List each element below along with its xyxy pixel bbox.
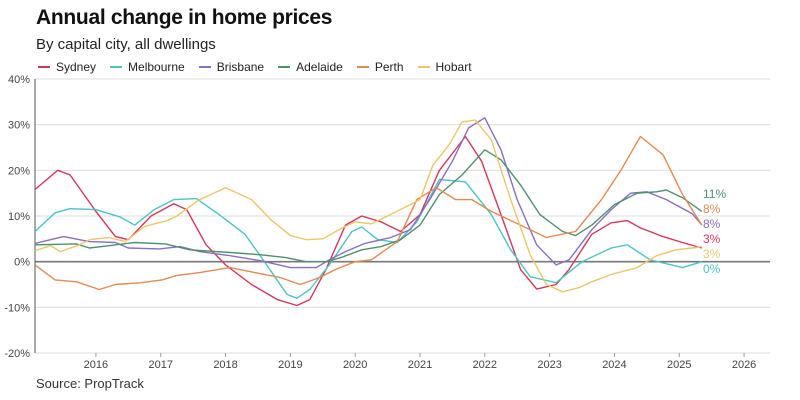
y-tick-label: -10% bbox=[4, 302, 30, 314]
end-label-sydney: 3% bbox=[703, 232, 721, 246]
legend-label: Brisbane bbox=[216, 60, 265, 74]
series-line-brisbane bbox=[34, 117, 703, 269]
end-label-adelaide: 11% bbox=[703, 187, 726, 201]
x-tick-label: 2024 bbox=[602, 359, 626, 371]
end-label-brisbane: 8% bbox=[703, 217, 721, 231]
chart-subtitle: By capital city, all dwellings bbox=[36, 36, 216, 53]
legend: Sydney Melbourne Brisbane Adelaide Perth Hoba… bbox=[38, 60, 472, 74]
chart-title: Annual change in home prices bbox=[36, 6, 333, 29]
legend-item-sydney: Sydney bbox=[38, 60, 96, 74]
series-line-hobart bbox=[34, 119, 702, 293]
x-tick-label: 2017 bbox=[148, 359, 172, 371]
x-tick-label: 2020 bbox=[343, 359, 367, 371]
series-line-melbourne bbox=[34, 178, 703, 299]
y-tick-label: 0% bbox=[14, 257, 30, 269]
end-label-hobart: 3% bbox=[703, 247, 721, 261]
legend-label: Adelaide bbox=[296, 60, 343, 74]
legend-swatch bbox=[278, 66, 291, 68]
y-tick-label: 40% bbox=[8, 74, 30, 86]
end-label-perth: 8% bbox=[703, 202, 721, 216]
legend-swatch bbox=[110, 66, 123, 68]
x-tick-label: 2019 bbox=[278, 359, 302, 371]
x-tick-label: 2021 bbox=[408, 359, 432, 371]
legend-item-hobart: Hobart bbox=[417, 60, 472, 74]
legend-label: Perth bbox=[374, 60, 404, 74]
source-note: Source: PropTrack bbox=[36, 376, 144, 391]
legend-label: Sydney bbox=[56, 60, 97, 74]
legend-swatch bbox=[417, 66, 430, 68]
legend-item-perth: Perth bbox=[356, 60, 404, 74]
legend-swatch bbox=[198, 66, 211, 68]
x-tick-label: 2016 bbox=[84, 359, 108, 371]
legend-item-adelaide: Adelaide bbox=[278, 60, 343, 74]
legend-item-brisbane: Brisbane bbox=[198, 60, 265, 74]
x-tick-label: 2022 bbox=[473, 359, 497, 371]
x-tick-label: 2025 bbox=[667, 359, 691, 371]
legend-label: Melbourne bbox=[128, 60, 185, 74]
series-line-sydney bbox=[34, 135, 703, 307]
x-tick-label: 2018 bbox=[213, 359, 237, 371]
y-tick-label: 10% bbox=[8, 211, 30, 223]
y-tick-label: 20% bbox=[8, 165, 30, 177]
y-tick-label: 30% bbox=[8, 120, 30, 132]
legend-label: Hobart bbox=[435, 60, 472, 74]
series-line-perth bbox=[34, 135, 703, 291]
series-line-adelaide bbox=[34, 149, 703, 263]
legend-swatch bbox=[356, 66, 369, 68]
y-tick-label: -20% bbox=[4, 348, 30, 360]
legend-item-melbourne: Melbourne bbox=[110, 60, 185, 74]
x-tick-label: 2026 bbox=[732, 359, 756, 371]
end-label-melbourne: 0% bbox=[703, 262, 721, 276]
legend-swatch bbox=[38, 66, 50, 68]
x-tick-label: 2023 bbox=[537, 359, 561, 371]
